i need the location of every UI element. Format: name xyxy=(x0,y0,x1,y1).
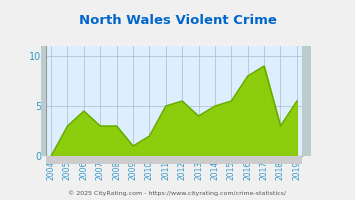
Text: © 2025 CityRating.com - https://www.cityrating.com/crime-statistics/: © 2025 CityRating.com - https://www.city… xyxy=(69,190,286,196)
Text: North Wales Violent Crime: North Wales Violent Crime xyxy=(78,14,277,27)
